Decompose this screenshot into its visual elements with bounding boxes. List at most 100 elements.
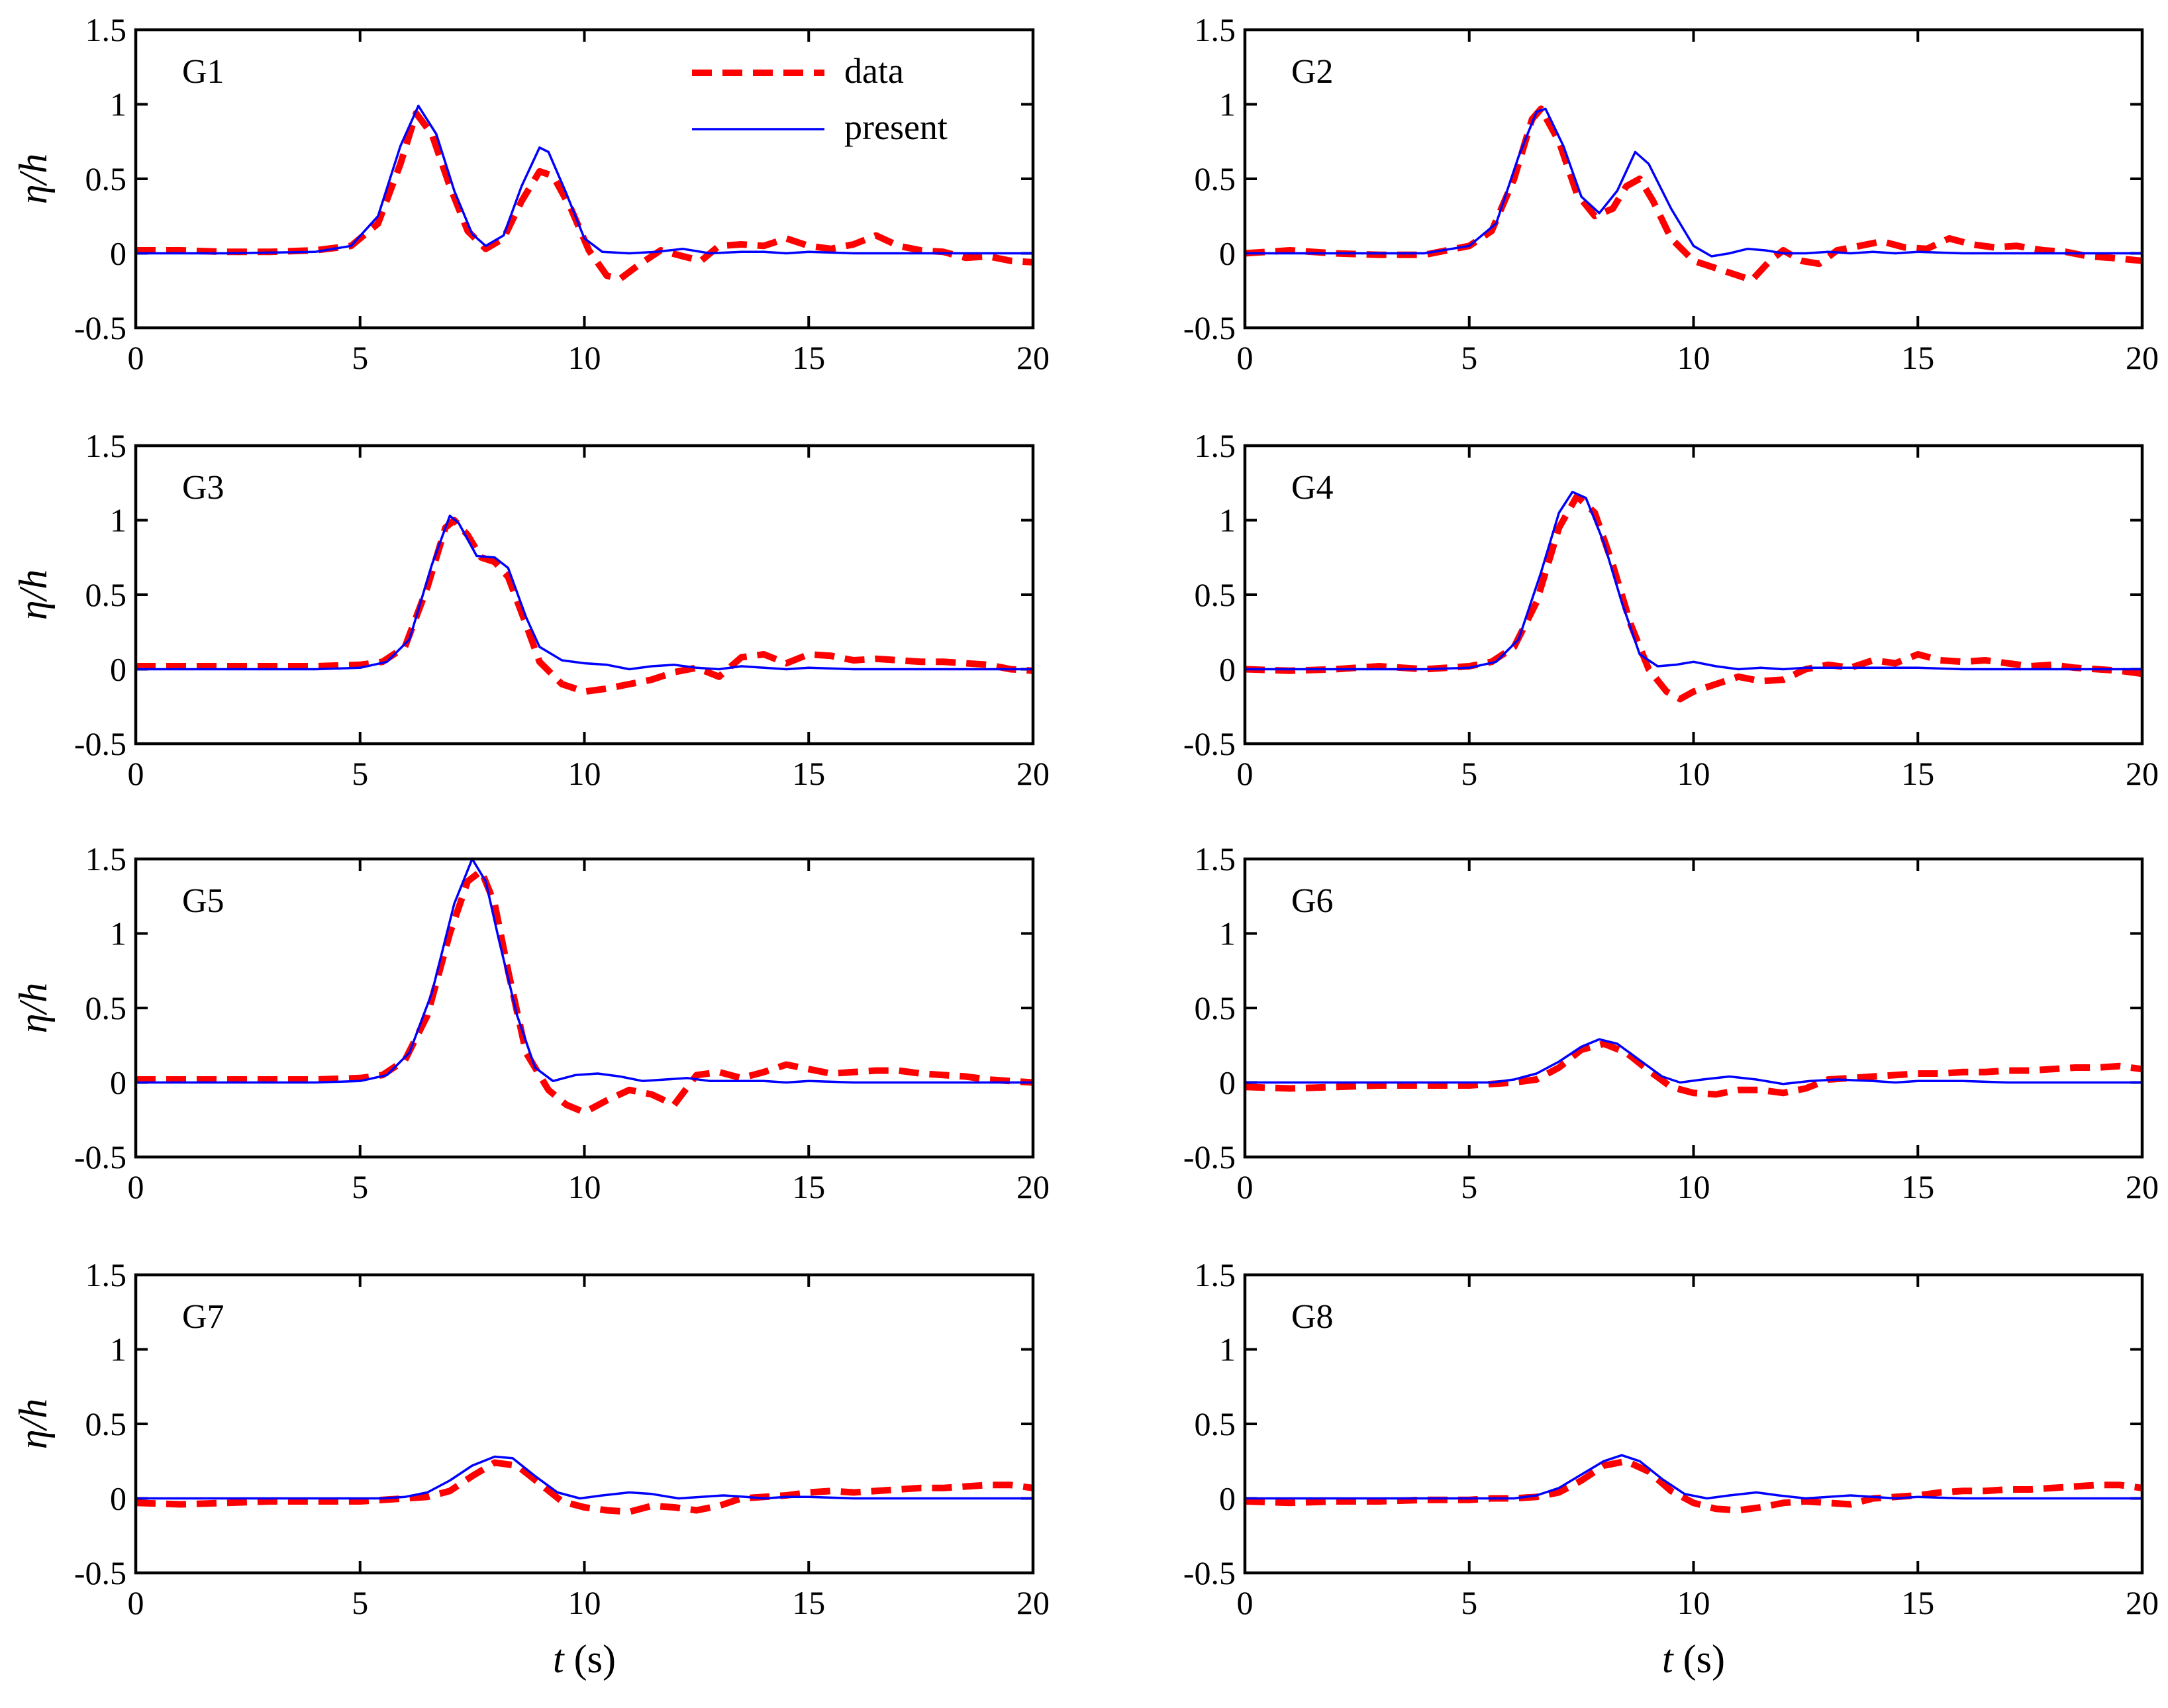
x-tick-label: 20	[1016, 339, 1050, 376]
series-data-g6	[1244, 1040, 2143, 1098]
x-axis-title: t (s)	[553, 1637, 616, 1681]
y-axis-title: η/h	[11, 154, 55, 204]
x-tick-label: 5	[352, 755, 368, 792]
plot-frame	[134, 444, 1035, 746]
y-tick-label: -0.5	[74, 1138, 126, 1176]
y-tick-label: 0.5	[1195, 1405, 1236, 1442]
y-tick-label: 1.5	[85, 1256, 127, 1293]
series-present-g2	[1245, 107, 2142, 258]
x-tick-label: 5	[352, 1168, 368, 1205]
y-tick-label: -0.5	[74, 1554, 126, 1591]
y-tick-label: 0.5	[85, 1405, 127, 1442]
y-tick-label: 1	[1219, 502, 1236, 539]
x-tick-label: 10	[1677, 1168, 1710, 1205]
x-axis-title: t (s)	[1662, 1637, 1725, 1681]
y-tick-label: -0.5	[1183, 1138, 1236, 1176]
series-data-g5	[136, 868, 1034, 1116]
x-tick-label: 0	[1237, 755, 1254, 792]
panel-label: G4	[1291, 469, 1334, 507]
panel-g2: 0 5 10 15 201.510.50-0.5G2	[1183, 11, 2159, 376]
x-tick-label: 20	[2126, 755, 2159, 792]
x-tick-label: 10	[1677, 755, 1710, 792]
x-tick-label: 10	[568, 755, 601, 792]
y-tick-label: 0	[110, 1064, 126, 1101]
y-tick-label: -0.5	[1183, 1554, 1236, 1591]
x-tick-label: 0	[1237, 1168, 1254, 1205]
x-tick-label: 20	[1016, 1168, 1050, 1205]
series-present-g4	[1245, 491, 2142, 671]
plot-frame	[1243, 444, 2144, 746]
x-tick-label: 15	[792, 1168, 825, 1205]
x-tick-label: 5	[1461, 755, 1477, 792]
y-tick-label: 1	[110, 86, 126, 123]
series-data-g1	[136, 110, 1034, 282]
series-present-g7	[136, 1455, 1033, 1500]
y-tick-label: 0	[110, 1480, 126, 1517]
y-tick-label: 0.5	[1195, 576, 1236, 613]
x-tick-label: 15	[792, 755, 825, 792]
panel-label: G1	[182, 53, 224, 91]
y-axis-title: η/h	[11, 570, 55, 620]
y-tick-label: 0.5	[85, 989, 127, 1027]
x-tick-label: 5	[352, 339, 368, 376]
series-present-g6	[1245, 1038, 2142, 1085]
plot-frame	[1243, 857, 2144, 1159]
y-tick-label: -0.5	[74, 725, 126, 762]
y-tick-label: 1.5	[1195, 11, 1236, 48]
x-tick-label: 20	[1016, 1584, 1050, 1621]
legend: data present	[692, 51, 948, 147]
legend-data-label: data	[844, 51, 904, 91]
series-present-g3	[136, 515, 1033, 671]
x-tick-label: 5	[1461, 339, 1477, 376]
series-data-g3	[136, 517, 1034, 695]
y-tick-label: 0.5	[1195, 160, 1236, 197]
y-tick-label: -0.5	[74, 309, 126, 346]
x-axis-title-var: t	[1662, 1637, 1674, 1681]
y-tick-label: 0	[1219, 235, 1236, 272]
panel-label: G5	[182, 882, 224, 920]
x-tick-label: 20	[2126, 1168, 2159, 1205]
y-tick-label: 0.5	[85, 160, 127, 197]
x-tick-label: 0	[128, 755, 144, 792]
plot-frame	[1243, 1273, 2144, 1575]
y-tick-label: 1	[1219, 915, 1236, 952]
y-tick-label: -0.5	[1183, 725, 1236, 762]
x-tick-label: 15	[1901, 1584, 1934, 1621]
legend-present-label: present	[844, 107, 948, 147]
y-tick-label: -0.5	[1183, 309, 1236, 346]
series-data-g7	[135, 1459, 1034, 1515]
x-axis-title-unit: (s)	[564, 1637, 616, 1681]
series-data-g8	[1244, 1458, 2143, 1514]
panel-label: G6	[1291, 882, 1334, 920]
x-tick-label: 0	[128, 1168, 144, 1205]
x-tick-label: 15	[1901, 339, 1934, 376]
panel-label: G3	[182, 469, 224, 507]
x-axis-title-unit: (s)	[1673, 1637, 1725, 1681]
panel-label: G7	[182, 1298, 224, 1336]
y-tick-label: 1	[1219, 86, 1236, 123]
y-tick-label: 1.5	[85, 840, 127, 878]
x-tick-label: 5	[1461, 1168, 1477, 1205]
plot-frame	[1243, 28, 2144, 330]
x-tick-label: 10	[1677, 339, 1710, 376]
y-tick-label: 1	[110, 915, 126, 952]
x-tick-label: 15	[792, 1584, 825, 1621]
y-tick-label: 0	[110, 651, 126, 688]
y-tick-label: 1.5	[1195, 840, 1236, 878]
y-tick-label: 0	[1219, 651, 1236, 688]
panel-label: G8	[1291, 1298, 1334, 1336]
y-axis-title: η/h	[11, 983, 55, 1033]
y-tick-label: 0.5	[85, 576, 127, 613]
y-tick-label: 1	[1219, 1331, 1236, 1368]
y-axis-title: η/h	[11, 1399, 55, 1449]
x-tick-label: 20	[1016, 755, 1050, 792]
plot-frame	[134, 1273, 1035, 1575]
x-tick-label: 5	[1461, 1584, 1477, 1621]
panel-g6: 0 5 10 15 201.510.50-0.5G6	[1183, 840, 2159, 1205]
y-tick-label: 0.5	[1195, 989, 1236, 1027]
x-tick-label: 10	[1677, 1584, 1710, 1621]
x-tick-label: 15	[1901, 755, 1934, 792]
